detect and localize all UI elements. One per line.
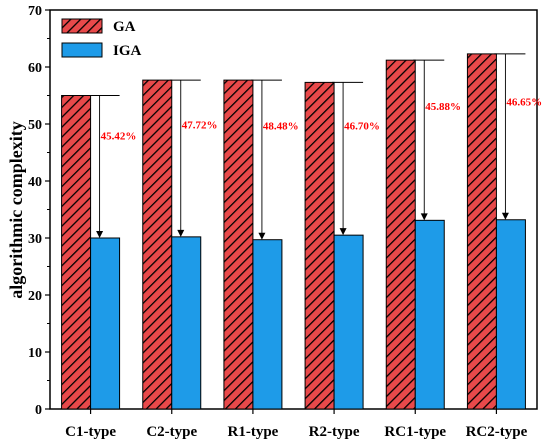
x-category-label: RC1-type [384,424,446,440]
y-tick-label: 30 [28,232,42,247]
y-axis-title: algorithmic complexity [6,121,26,298]
bar-ga [61,95,92,410]
reduction-percent-label: 48.48% [263,121,299,133]
arrow-head [258,232,266,240]
bar-ga [466,53,497,410]
y-tick-label: 0 [35,403,42,418]
arrow-head [96,231,104,238]
legend-swatch [61,18,103,34]
legend-label: IGA [113,43,142,59]
x-category-label: C1-type [65,424,116,440]
arrow-head [501,212,509,220]
y-tick-label: 10 [28,346,42,361]
y-tick-label: 40 [28,175,42,190]
legend-swatch [61,42,103,58]
arrow-head [177,229,185,237]
y-tick-label: 70 [28,4,42,19]
x-category-label: RC2-type [466,424,528,440]
bar-ga [304,81,335,410]
bar-iga [252,239,283,410]
reduction-percent-label: 46.65% [506,96,542,108]
plot-area: 0 10 20 30 40 50 60 70 45.42% C1-type 47.72% C2-typ… [28,4,542,440]
y-tick-label: 60 [28,61,42,76]
reduction-percent-label: 45.88% [425,101,461,113]
reduction-percent-label: 45.42% [101,131,137,143]
plot-frame [49,9,538,410]
x-category-label: C2-type [146,424,197,440]
x-category-label: R1-type [228,424,279,440]
arrow-head [420,213,428,221]
y-tick-label: 50 [28,118,42,133]
reduction-percent-label: 46.70% [344,121,380,133]
bar-iga [495,219,526,410]
bar-iga [90,237,121,410]
reduction-percent-label: 47.72% [182,120,218,132]
y-tick-label: 20 [28,289,42,304]
bar-iga [333,234,364,410]
bar-ga [223,79,254,410]
arrow-head [339,228,347,236]
bar-ga [142,79,173,410]
bar-iga [171,236,202,410]
legend: GA IGA [61,18,142,59]
bar-iga [414,219,445,410]
legend-label: GA [113,19,136,35]
bar-ga [385,59,416,410]
x-category-label: R2-type [309,424,360,440]
